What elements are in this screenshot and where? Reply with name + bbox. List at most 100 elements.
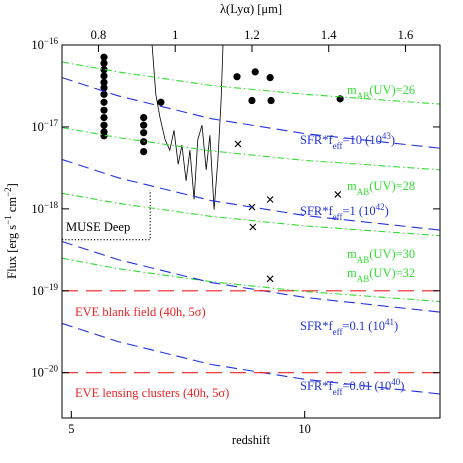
tick-base: 10	[31, 120, 44, 134]
point	[100, 53, 108, 61]
text-part: (UV)=28	[369, 179, 415, 193]
text-part: =10 (10	[342, 133, 381, 147]
text-part: SFR*f	[300, 319, 333, 333]
x2-axis-title: λ(Lyα) [μm]	[220, 2, 282, 16]
text-part: eff	[333, 387, 343, 397]
tick-exponent: −17	[44, 118, 59, 128]
text-part: m	[347, 266, 357, 280]
axes-frame	[61, 44, 441, 419]
y-tick-label: 10−17	[31, 118, 58, 134]
x-tick-label: 5	[68, 422, 74, 436]
x2-tick-label: 1.2	[244, 28, 260, 42]
text-part: eff	[333, 327, 343, 337]
text-part: Flux [erg s	[5, 225, 19, 279]
text-part: =0.1 (10	[342, 319, 384, 333]
series-line	[62, 77, 440, 149]
series-line	[62, 192, 440, 237]
text-part: −1	[3, 215, 13, 225]
annotation: SFR*feff=0.1 (1041)	[300, 317, 398, 337]
text-part: )	[385, 204, 389, 218]
point	[100, 121, 108, 129]
x2-tick-label: 1.4	[321, 28, 337, 42]
plot-area	[62, 45, 440, 395]
text-part: (UV)=30	[369, 247, 415, 261]
text-part: =0.01 (10	[342, 379, 391, 393]
text-part: =1 (10	[342, 204, 375, 218]
text-part: eff	[333, 141, 343, 151]
tick-exponent: −19	[44, 282, 59, 292]
cross-point	[266, 196, 274, 203]
series-line	[62, 240, 440, 313]
text-part: EVE lensing clusters (40h, 5σ)	[75, 386, 229, 400]
point	[100, 72, 108, 80]
point	[100, 66, 108, 74]
annotation: SFR*feff=10 (1043)	[300, 131, 395, 151]
point	[100, 84, 108, 92]
cross-point	[249, 223, 257, 231]
annotation: mAB(UV)=30	[347, 247, 415, 265]
x-tick-label: 10	[298, 422, 311, 436]
point	[100, 106, 108, 114]
point	[248, 96, 256, 105]
tick-base: 10	[31, 202, 44, 216]
annotation: mAB(UV)=32	[347, 266, 415, 284]
text-part: m	[347, 83, 357, 97]
text-part: (UV)=26	[369, 83, 415, 97]
point	[267, 96, 275, 105]
point	[100, 78, 108, 86]
series-line	[62, 257, 440, 303]
point	[140, 121, 148, 129]
text-part: AB	[357, 187, 370, 197]
text-part: MUSE Deep	[66, 220, 130, 234]
tick-exponent: −16	[44, 36, 59, 46]
y-tick-label: 10−20	[31, 364, 58, 380]
annotation: mAB(UV)=28	[347, 179, 415, 197]
text-part: AB	[357, 91, 370, 101]
x2-tick-label: 1	[172, 28, 178, 42]
tick-exponent: −18	[44, 200, 59, 210]
series-line	[62, 190, 151, 241]
x2-tick-label: 0.8	[91, 28, 107, 42]
point	[100, 59, 108, 67]
series-line	[151, 45, 224, 210]
text-part: m	[347, 179, 357, 193]
annotation: EVE blank field (40h, 5σ)	[75, 305, 206, 319]
text-part: (UV)=32	[369, 266, 415, 280]
annotation: EVE lensing clusters (40h, 5σ)	[75, 386, 229, 400]
point	[157, 98, 165, 106]
text-part: EVE blank field (40h, 5σ)	[75, 305, 206, 319]
annotation: MUSE Deep	[66, 220, 130, 234]
point	[100, 90, 108, 98]
point	[140, 129, 148, 137]
text-part: −2	[3, 187, 13, 197]
x-axis-title: redshift	[232, 433, 271, 447]
text-part: 43	[382, 131, 392, 141]
y-tick-label: 10−19	[31, 282, 58, 298]
text-part: ]	[5, 183, 19, 187]
series-line	[62, 61, 440, 105]
annotation: SFR*feff=1 (1042)	[300, 202, 389, 222]
point	[140, 147, 148, 156]
y-tick-label: 10−18	[31, 200, 58, 216]
series-line	[62, 158, 440, 231]
point	[100, 98, 108, 106]
cross-point	[334, 191, 342, 198]
text-part: 41	[385, 317, 394, 327]
annotation: mAB(UV)=26	[347, 83, 415, 101]
tick-base: 10	[31, 38, 44, 52]
point	[140, 113, 148, 122]
text-part: m	[347, 247, 357, 261]
text-part: 42	[376, 202, 385, 212]
text-part: AB	[357, 274, 370, 284]
tick-base: 10	[31, 366, 44, 380]
text-part: cm	[5, 197, 19, 216]
text-part: )	[391, 133, 395, 147]
text-part: AB	[357, 255, 370, 265]
y-tick-label: 10−16	[31, 36, 58, 52]
tick-exponent: −20	[44, 364, 59, 374]
point	[233, 73, 241, 81]
text-part: SFR*f	[300, 379, 333, 393]
series-line	[62, 322, 440, 395]
point	[100, 113, 108, 122]
